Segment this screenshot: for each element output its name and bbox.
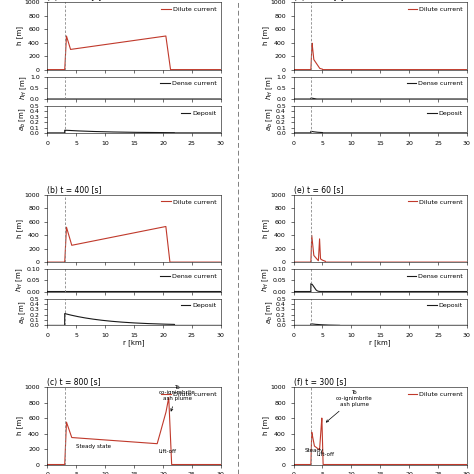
Y-axis label: h [m]: h [m] — [16, 417, 23, 436]
Legend: Dilute current: Dilute current — [160, 198, 218, 206]
Y-axis label: $a_b$ [m]: $a_b$ [m] — [18, 108, 28, 131]
Legend: Dense current: Dense current — [405, 80, 464, 88]
Legend: Dense current: Dense current — [159, 272, 218, 280]
X-axis label: r [km]: r [km] — [123, 339, 145, 346]
Y-axis label: h [m]: h [m] — [262, 27, 269, 46]
Legend: Dilute current: Dilute current — [406, 6, 464, 13]
Y-axis label: $h_H$ [m]: $h_H$ [m] — [18, 76, 28, 100]
Legend: Dilute current: Dilute current — [406, 391, 464, 398]
Y-axis label: $h_H$ [m]: $h_H$ [m] — [264, 76, 275, 100]
Legend: Dense current: Dense current — [159, 80, 218, 88]
Text: Steady state: Steady state — [76, 445, 111, 449]
Y-axis label: $a_b$ [m]: $a_b$ [m] — [264, 300, 274, 324]
Text: (a) t = 200 [s]: (a) t = 200 [s] — [47, 0, 101, 2]
Y-axis label: h [m]: h [m] — [262, 219, 269, 238]
X-axis label: r [km]: r [km] — [369, 339, 391, 346]
Text: (c) t = 800 [s]: (c) t = 800 [s] — [47, 378, 101, 387]
Y-axis label: h [m]: h [m] — [16, 219, 23, 238]
Legend: Dilute current: Dilute current — [160, 6, 218, 13]
Legend: Deposit: Deposit — [426, 301, 464, 310]
Text: Steady: Steady — [304, 448, 323, 453]
Text: To
co-ignimbrite
ash plume: To co-ignimbrite ash plume — [159, 385, 196, 411]
Y-axis label: h [m]: h [m] — [262, 417, 269, 436]
Y-axis label: $a_b$ [m]: $a_b$ [m] — [18, 300, 28, 324]
Text: Lift-off: Lift-off — [316, 452, 334, 457]
Legend: Dilute current: Dilute current — [406, 198, 464, 206]
Text: (e) t = 60 [s]: (e) t = 60 [s] — [293, 186, 343, 195]
Text: (f) t = 300 [s]: (f) t = 300 [s] — [293, 378, 346, 387]
Text: To
co-ignimbrite
ash plume: To co-ignimbrite ash plume — [326, 390, 373, 422]
Y-axis label: $a_b$ [m]: $a_b$ [m] — [264, 108, 274, 131]
Text: Lift-off: Lift-off — [159, 449, 177, 454]
Text: (d) t = 30 [s]: (d) t = 30 [s] — [293, 0, 343, 2]
Y-axis label: $h_H$ [m]: $h_H$ [m] — [14, 268, 25, 292]
Legend: Deposit: Deposit — [180, 301, 218, 310]
Y-axis label: $h_H$ [m]: $h_H$ [m] — [260, 268, 271, 292]
Legend: Dilute current: Dilute current — [160, 391, 218, 398]
Legend: Deposit: Deposit — [426, 109, 464, 117]
Text: (b) t = 400 [s]: (b) t = 400 [s] — [47, 186, 102, 195]
Legend: Dense current: Dense current — [405, 272, 464, 280]
Legend: Deposit: Deposit — [180, 109, 218, 117]
Y-axis label: h [m]: h [m] — [16, 27, 23, 46]
